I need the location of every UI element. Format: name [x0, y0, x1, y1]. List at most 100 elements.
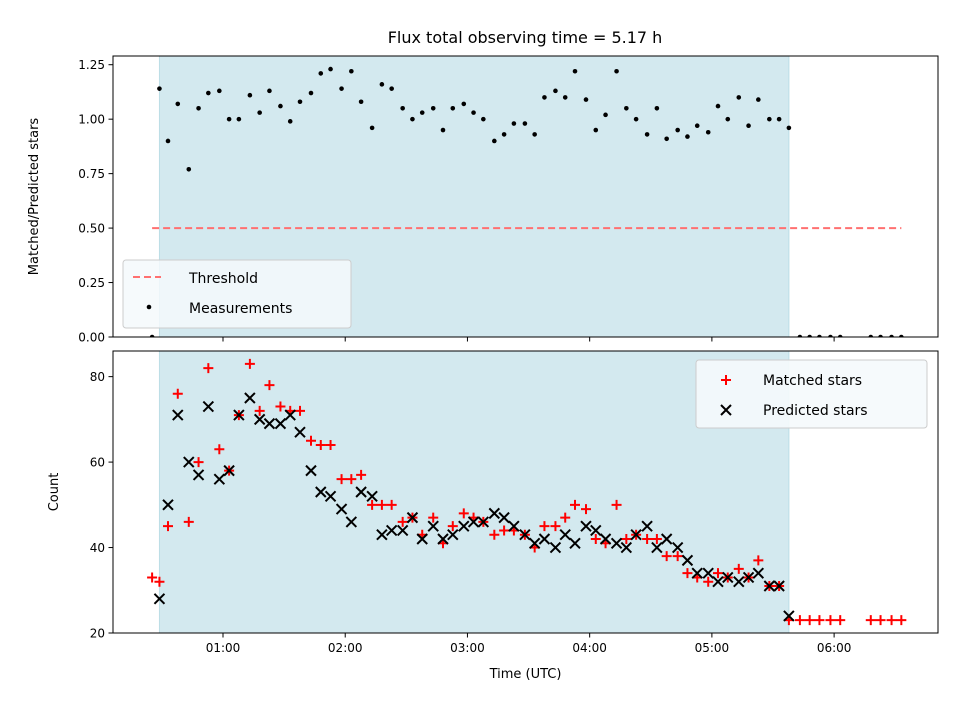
measurement-point — [817, 334, 822, 337]
measurement-point — [583, 97, 589, 102]
matched-star-point — [376, 499, 387, 510]
measurement-point — [562, 95, 568, 100]
observing-window-shade — [158, 351, 790, 633]
predicted-star-point — [416, 533, 428, 545]
predicted-star-point — [610, 537, 623, 549]
measurement-point — [257, 110, 262, 115]
predicted-star-point — [294, 426, 306, 438]
predicted-star-point — [722, 571, 734, 584]
measurement-point — [767, 116, 772, 122]
legend: Threshold Measurements — [122, 259, 352, 329]
predicted-star-point — [590, 524, 602, 537]
measurement-point — [217, 88, 222, 94]
matched-star-point — [183, 516, 194, 527]
measurement-point — [776, 116, 782, 122]
matched-star-point — [458, 508, 469, 519]
measurement-point — [358, 99, 364, 105]
x-axis-label: Time (UTC) — [489, 667, 562, 682]
matched-star-point — [621, 534, 632, 544]
predicted-star-point — [477, 516, 490, 528]
matched-star-point — [703, 576, 714, 587]
measurement-point — [236, 116, 242, 122]
measurement-point — [267, 88, 272, 94]
predicted-star-point — [335, 503, 348, 515]
matched-star-point — [264, 380, 275, 391]
predicted-star-point — [366, 490, 378, 502]
predicted-star-point — [437, 533, 449, 545]
matched-star-point — [163, 521, 173, 532]
matched-star-point — [499, 525, 510, 536]
measurement-point — [186, 166, 192, 172]
measurement-point — [654, 105, 660, 111]
measurement-point — [736, 95, 742, 100]
x-tick-label: 03:00 — [450, 641, 485, 655]
measurement-point — [542, 95, 547, 100]
measurement-point — [756, 97, 761, 102]
matched-star-point — [794, 615, 805, 626]
matched-star-point — [886, 615, 897, 626]
measurement-point — [308, 90, 314, 96]
predicted-star-point — [691, 567, 703, 579]
predicted-star-point — [733, 576, 745, 588]
measurement-point — [685, 134, 690, 139]
measurement-point — [593, 127, 599, 133]
legend-measurement-swatch — [146, 304, 152, 310]
predicted-star-point — [458, 520, 470, 532]
measurement-point — [430, 105, 436, 111]
axes-frame — [112, 350, 939, 634]
measurement-point — [868, 334, 874, 337]
measurement-point — [501, 132, 507, 137]
measurement-point — [379, 82, 385, 87]
measurement-point — [328, 66, 333, 72]
matched-star-point — [147, 572, 158, 583]
predicted-star-point — [660, 533, 673, 545]
matched-star-point — [875, 615, 886, 626]
x-tick-label: 04:00 — [572, 641, 607, 655]
measurement-point — [369, 125, 375, 131]
predicted-star-point — [702, 567, 714, 579]
measurement-point — [461, 101, 467, 107]
measurement-point — [614, 68, 619, 74]
matched-star-point — [651, 534, 662, 544]
measurement-point — [471, 110, 476, 115]
legend-predicted-label: Predicted stars — [763, 403, 868, 419]
y-tick-label: 80 — [90, 370, 105, 384]
measurement-point — [889, 334, 894, 337]
predicted-star-point — [752, 567, 765, 579]
measurement-point — [410, 116, 415, 122]
predicted-star-point — [355, 486, 367, 498]
predicted-star-point — [253, 413, 266, 426]
predicted-star-point — [305, 464, 317, 477]
predicted-star-point — [783, 610, 795, 622]
matched-star-point — [682, 568, 693, 579]
x-tick-label: 06:00 — [817, 641, 852, 655]
matched-star-point — [447, 521, 458, 532]
measurement-point — [389, 86, 394, 91]
x-tick-label: 05:00 — [695, 641, 730, 655]
measurement-point — [837, 334, 843, 337]
measurement-point — [511, 121, 517, 126]
predicted-star-point — [376, 529, 388, 541]
predicted-star-point — [467, 516, 480, 528]
ratio-panel: 0.00 0.25 0.50 0.75 1.00 1.25 Matched/Predicte… — [27, 55, 939, 345]
predicted-star-point — [192, 469, 205, 481]
predicted-star-point — [315, 486, 327, 498]
y-tick-label: 1.00 — [78, 113, 105, 127]
measurement-point — [492, 138, 497, 144]
y-axis-label: Matched/Predicted stars — [27, 118, 42, 276]
predicted-star-point — [651, 541, 663, 554]
predicted-star-point — [223, 464, 235, 477]
predicted-star-point — [427, 520, 439, 532]
predicted-star-point — [681, 554, 694, 567]
measurement-point — [149, 334, 155, 337]
y-tick-label: 0.25 — [78, 276, 105, 290]
measurement-point — [175, 101, 181, 107]
measurement-point — [807, 334, 812, 337]
measurement-point — [522, 121, 528, 126]
legend-measurement-label: Measurements — [189, 301, 292, 317]
matched-star-point — [193, 457, 204, 468]
matched-star-point — [539, 521, 550, 532]
y-tick-label: 0.00 — [78, 331, 105, 345]
measurement-point — [644, 132, 650, 137]
predicted-star-point — [244, 392, 256, 404]
